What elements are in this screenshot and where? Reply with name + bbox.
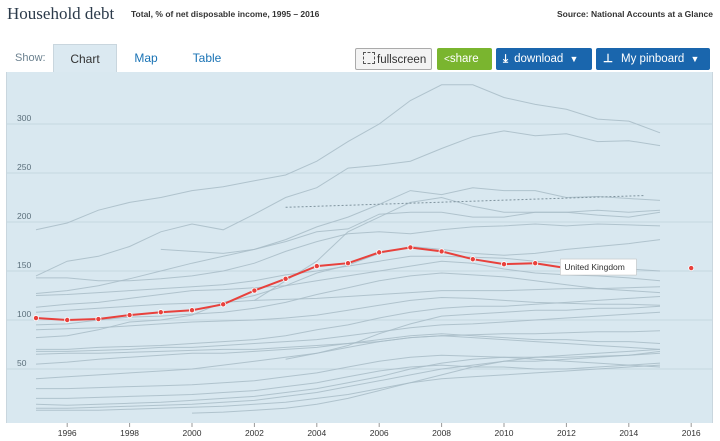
share-button[interactable]: <share xyxy=(437,48,492,70)
highlight-data-point[interactable] xyxy=(126,312,133,319)
highlight-data-point[interactable] xyxy=(188,307,195,314)
background-series-line xyxy=(35,84,661,231)
background-series-line xyxy=(35,333,661,365)
series-label-box xyxy=(560,258,637,276)
background-series-line xyxy=(285,305,661,360)
background-series-line xyxy=(36,311,661,352)
expand-icon xyxy=(363,52,375,64)
highlight-data-point[interactable] xyxy=(32,315,39,322)
background-series-line xyxy=(36,362,661,399)
x-tick-label: 2008 xyxy=(432,428,451,438)
background-series-line xyxy=(35,335,661,380)
toolbar: Show: Chart Map Table fullscreen <share … xyxy=(6,44,711,73)
y-tick-label: 100 xyxy=(17,309,31,319)
tab-chart[interactable]: Chart xyxy=(53,44,117,73)
pinboard-label: My pinboard xyxy=(621,53,685,65)
dotted-series-line xyxy=(285,195,645,208)
highlight-data-point[interactable] xyxy=(220,301,227,308)
background-series-line xyxy=(36,223,661,282)
background-series-line xyxy=(35,356,661,406)
x-tick-label: 2014 xyxy=(619,428,638,438)
highlight-data-point[interactable] xyxy=(469,256,476,263)
background-series-line xyxy=(35,187,661,294)
download-icon: ⤓ xyxy=(503,53,509,65)
x-tick-label: 2004 xyxy=(307,428,326,438)
pin-icon: ⊥ xyxy=(603,53,614,65)
x-tick-label: 2016 xyxy=(682,428,701,438)
background-series-line xyxy=(254,196,661,301)
background-series-line xyxy=(36,296,661,350)
background-series-line xyxy=(36,364,661,411)
highlight-data-point[interactable] xyxy=(376,249,383,256)
highlight-data-point[interactable] xyxy=(157,309,164,316)
x-tick-label: 2012 xyxy=(557,428,576,438)
highlight-series-line[interactable] xyxy=(35,246,629,322)
background-series-line xyxy=(191,348,661,414)
y-tick-label: 250 xyxy=(17,162,31,172)
fullscreen-label: fullscreen xyxy=(377,54,427,66)
tab-map[interactable]: Map xyxy=(134,51,158,65)
highlight-data-point[interactable] xyxy=(313,263,320,270)
background-series-line xyxy=(160,209,661,254)
highlight-data-point[interactable] xyxy=(500,261,507,268)
chart-subtitle: Total, % of net disposable income, 1995 … xyxy=(131,9,320,19)
y-tick-label: 300 xyxy=(17,113,31,123)
share-label: share xyxy=(449,53,479,65)
y-tick-label: 150 xyxy=(17,260,31,270)
background-series-line xyxy=(36,352,661,390)
background-series-line xyxy=(35,330,661,355)
y-tick-label: 50 xyxy=(17,358,27,368)
pinboard-button[interactable]: ⊥ My pinboard ▼ xyxy=(596,48,710,70)
header: Household debt Total, % of net disposabl… xyxy=(0,0,720,40)
chevron-down-icon: ▼ xyxy=(690,54,700,64)
background-series-line xyxy=(35,260,661,308)
download-label: download xyxy=(514,53,564,65)
x-tick-label: 1996 xyxy=(58,428,77,438)
source-link[interactable]: Source: National Accounts at a Glance xyxy=(556,9,713,19)
chart-area: 50 100 150 200 250 300 United Kingdom 1996 1998 2… xyxy=(6,72,713,438)
share-icon: < xyxy=(444,54,450,65)
fullscreen-button[interactable]: fullscreen xyxy=(355,48,432,70)
x-tick-label: 2000 xyxy=(183,428,202,438)
highlight-data-point[interactable] xyxy=(532,260,539,267)
download-button[interactable]: ⤓ download ▼ xyxy=(496,48,592,70)
background-series-line xyxy=(35,272,661,326)
chevron-down-icon: ▼ xyxy=(569,54,579,64)
series-label: United Kingdom xyxy=(564,262,624,272)
highlight-data-point[interactable] xyxy=(344,260,351,267)
highlight-data-point[interactable] xyxy=(251,287,258,294)
highlight-data-point[interactable] xyxy=(407,244,414,251)
x-tick-label: 2002 xyxy=(245,428,264,438)
show-label: Show: xyxy=(15,52,46,64)
line-chart: 50 100 150 200 250 300 United Kingdom 1996 1998 2… xyxy=(7,84,712,438)
highlight-data-point[interactable] xyxy=(282,275,289,282)
x-tick-label: 2010 xyxy=(495,428,514,438)
highlight-data-point[interactable] xyxy=(64,316,71,323)
background-series-line xyxy=(36,350,661,409)
y-tick-label: 200 xyxy=(17,211,31,221)
chart-title: Household debt xyxy=(7,4,115,23)
x-tick-label: 1998 xyxy=(120,428,139,438)
highlight-data-point[interactable] xyxy=(438,248,445,255)
highlight-data-point[interactable] xyxy=(688,265,695,272)
highlight-data-point[interactable] xyxy=(95,316,102,323)
background-series-line xyxy=(35,286,661,313)
tab-table[interactable]: Table xyxy=(192,51,222,65)
x-tick-label: 2006 xyxy=(370,428,389,438)
background-series-line xyxy=(35,130,661,277)
